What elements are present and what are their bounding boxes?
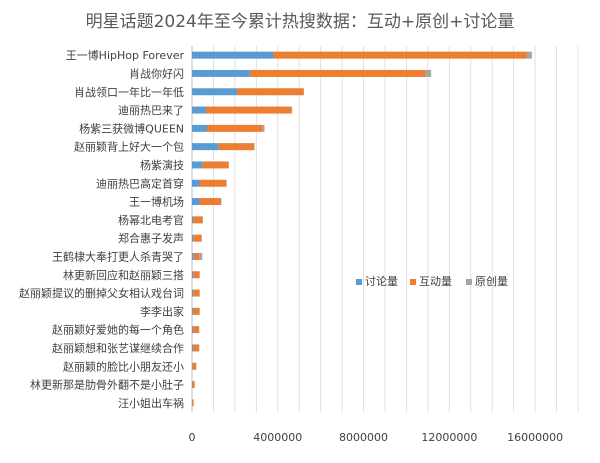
category-label: 林更新那是肋骨外翻不是小肚子 [30, 378, 184, 392]
x-tick-label: 0 [189, 431, 196, 444]
bar-segment [237, 88, 303, 95]
bar-segment [192, 161, 203, 168]
bar-segment [193, 344, 199, 351]
category-label: 迪丽热巴高定首穿 [96, 176, 184, 190]
bar-segment [192, 143, 219, 150]
bar-segment [527, 52, 532, 59]
category-label: 赵丽颖想和张艺谋继续合作 [52, 341, 184, 355]
category-label: 赵丽颖的脸比小朋友还小 [63, 359, 184, 373]
bar-segment [192, 363, 193, 370]
bar-segment [193, 290, 199, 297]
x-tick-label: 4000000 [253, 431, 302, 444]
bar-segment [193, 308, 199, 315]
bar-segment [200, 180, 227, 187]
x-tick-label: 16000000 [507, 431, 563, 444]
category-label: 王一博机场 [129, 195, 184, 209]
bar-segment [192, 344, 193, 351]
bar-segment [200, 198, 221, 205]
bar-segment [192, 180, 200, 187]
legend-swatch [356, 279, 362, 285]
bar-segment [207, 125, 263, 132]
bar-segment [192, 70, 250, 77]
bar-segment [192, 198, 200, 205]
bar-segment [192, 290, 193, 297]
legend: 讨论量 互动量 原创量 [356, 274, 508, 288]
chart-title: 明星话题2024年至今累计热搜数据：互动+原创+讨论量 [86, 12, 515, 32]
category-label: 杨紫演技 [140, 158, 184, 172]
legend-label: 互动量 [419, 275, 452, 288]
bar-segment [192, 381, 194, 388]
bar-segment [192, 52, 273, 59]
bar-segment [219, 143, 254, 150]
category-label: 杨紫三获微博QUEEN [79, 121, 184, 135]
bar-segment [193, 216, 203, 223]
bar-segment [426, 70, 431, 77]
category-labels: 王一博HipHop Forever 肖战你好闪肖战领口一年比一年低迪丽热巴来了杨紫… [19, 49, 184, 410]
legend-swatch [410, 279, 416, 285]
bar-segment [193, 363, 197, 370]
category-label: 郑合惠子发声 [118, 231, 184, 245]
x-tick-label: 8000000 [339, 431, 388, 444]
bar-segment [263, 125, 265, 132]
category-label: 汪小姐出车祸 [118, 396, 184, 410]
bar-segment [192, 271, 193, 278]
bar-segment [273, 52, 526, 59]
category-label: 肖战你好闪 [129, 66, 184, 80]
bar-segment [199, 253, 202, 260]
category-label: 迪丽热巴来了 [118, 104, 184, 117]
category-label: 赵丽颖背上好大一个包 [74, 140, 184, 154]
category-label: 王一博HipHop Forever [66, 49, 185, 62]
legend-label: 原创量 [475, 275, 508, 288]
category-label: 赵丽颖好爱她的每一个角色 [52, 323, 184, 337]
bar-segment [192, 216, 193, 223]
bar-segment [193, 326, 199, 333]
bars [192, 52, 532, 407]
category-label: 李李出家 [140, 304, 184, 318]
category-label: 赵丽颖提议的删掉父女相认戏台词 [19, 286, 184, 300]
legend-label: 讨论量 [365, 274, 398, 288]
bar-segment [206, 107, 292, 114]
bar-segment [192, 235, 193, 242]
category-label: 王鹤棣大奉打更人杀青哭了 [52, 249, 184, 263]
category-label: 肖战领口一年比一年低 [74, 85, 184, 99]
bar-segment [192, 107, 206, 114]
bar-segment [192, 125, 207, 132]
bar-segment [250, 70, 426, 77]
legend-swatch [466, 279, 472, 285]
bar-segment [192, 253, 194, 260]
bar-segment [193, 235, 202, 242]
x-tick-label: 12000000 [421, 431, 477, 444]
bar-segment [203, 161, 229, 168]
bar-segment [193, 271, 199, 278]
grid-lines [192, 46, 578, 412]
bar-segment [192, 308, 193, 315]
x-axis-ticks: 0 4000000 8000000 12000000 16000000 [189, 431, 564, 444]
category-label: 杨幂北电考官 [118, 213, 184, 227]
bar-segment [194, 253, 199, 260]
bar-segment [192, 399, 193, 406]
bar-segment [192, 88, 237, 95]
category-label: 林更新回应和赵丽颖三搭 [63, 268, 184, 282]
bar-segment [192, 326, 193, 333]
